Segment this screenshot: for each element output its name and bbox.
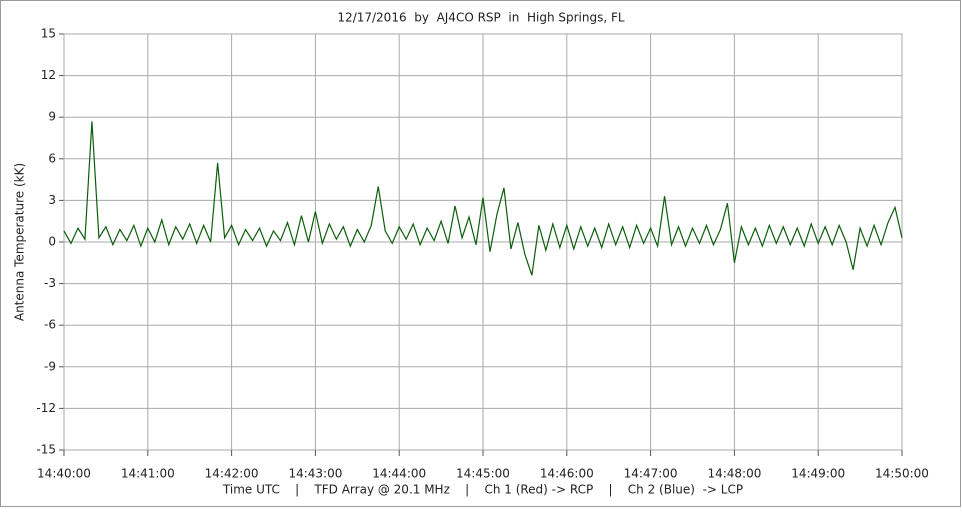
x-tick-label: 14:48:00 — [707, 467, 761, 481]
y-tick-label: -6 — [44, 318, 56, 332]
x-tick-label: 14:41:00 — [121, 467, 175, 481]
x-tick-label: 14:46:00 — [540, 467, 594, 481]
y-axis-label: Antenna Temperature (kK) — [13, 163, 27, 321]
x-tick-label: 14:45:00 — [456, 467, 510, 481]
y-tick-label: 15 — [41, 27, 56, 41]
y-tick-label: 0 — [48, 235, 56, 249]
x-tick-label: 14:43:00 — [288, 467, 342, 481]
y-tick-label: -3 — [44, 276, 56, 290]
x-axis-label: Time UTC | TFD Array @ 20.1 MHz | Ch 1 (… — [222, 483, 743, 497]
chart-title: 12/17/2016 by AJ4CO RSP in High Springs,… — [337, 11, 624, 25]
y-tick-label: -9 — [44, 359, 56, 373]
y-tick-label: -15 — [36, 443, 56, 457]
y-tick-label: 12 — [41, 68, 56, 82]
x-tick-label: 14:50:00 — [875, 467, 929, 481]
x-tick-label: 14:44:00 — [372, 467, 426, 481]
y-tick-label: 3 — [48, 193, 56, 207]
y-tick-label: 9 — [48, 110, 56, 124]
data-line — [63, 121, 903, 276]
x-tick-label: 14:42:00 — [205, 467, 259, 481]
y-tick-label: -12 — [36, 401, 56, 415]
x-tick-label: 14:40:00 — [37, 467, 91, 481]
y-tick-label: 6 — [48, 151, 56, 165]
x-tick-label: 14:47:00 — [624, 467, 678, 481]
x-tick-label: 14:49:00 — [791, 467, 845, 481]
